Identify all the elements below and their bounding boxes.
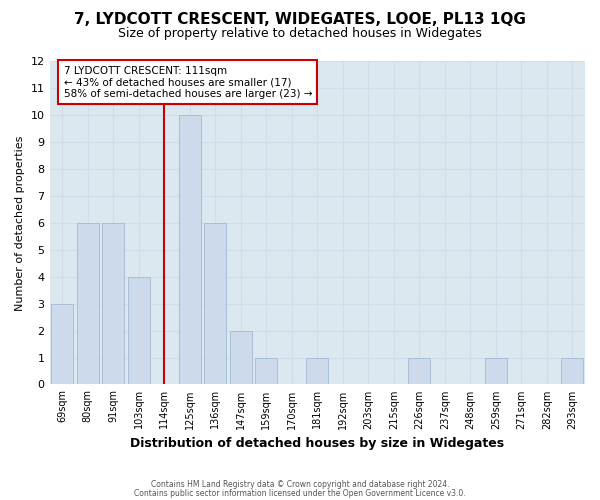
- Bar: [562, 358, 583, 384]
- Bar: [230, 330, 251, 384]
- Text: 7, LYDCOTT CRESCENT, WIDEGATES, LOOE, PL13 1QG: 7, LYDCOTT CRESCENT, WIDEGATES, LOOE, PL…: [74, 12, 526, 28]
- Bar: [179, 116, 200, 384]
- Bar: [485, 358, 506, 384]
- Text: Contains HM Land Registry data © Crown copyright and database right 2024.: Contains HM Land Registry data © Crown c…: [151, 480, 449, 489]
- X-axis label: Distribution of detached houses by size in Widegates: Distribution of detached houses by size …: [130, 437, 505, 450]
- Bar: [307, 358, 328, 384]
- Bar: [128, 277, 149, 384]
- Bar: [77, 223, 98, 384]
- Text: Contains public sector information licensed under the Open Government Licence v3: Contains public sector information licen…: [134, 488, 466, 498]
- Y-axis label: Number of detached properties: Number of detached properties: [15, 136, 25, 310]
- Bar: [409, 358, 430, 384]
- Bar: [103, 223, 124, 384]
- Bar: [256, 358, 277, 384]
- Text: Size of property relative to detached houses in Widegates: Size of property relative to detached ho…: [118, 28, 482, 40]
- Bar: [52, 304, 73, 384]
- Text: 7 LYDCOTT CRESCENT: 111sqm
← 43% of detached houses are smaller (17)
58% of semi: 7 LYDCOTT CRESCENT: 111sqm ← 43% of deta…: [64, 66, 312, 98]
- Bar: [205, 223, 226, 384]
